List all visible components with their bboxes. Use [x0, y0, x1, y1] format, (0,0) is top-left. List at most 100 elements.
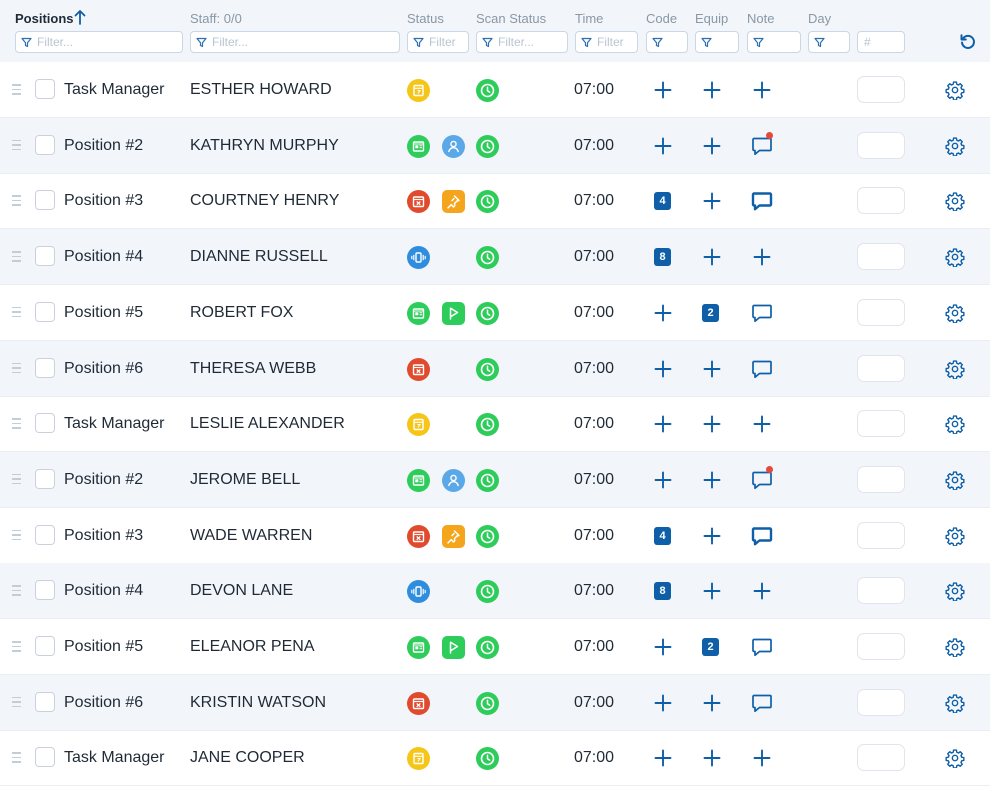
drag-handle-icon[interactable] [12, 84, 21, 95]
number-input[interactable] [857, 131, 905, 159]
row-checkbox[interactable] [35, 524, 55, 545]
equip-filter-input[interactable] [695, 31, 739, 53]
row-checkbox[interactable] [35, 580, 55, 601]
number-filter-input[interactable]: # [857, 31, 905, 53]
add-code-icon[interactable] [654, 749, 672, 767]
row-checkbox[interactable] [35, 691, 55, 712]
add-code-icon[interactable] [654, 471, 672, 489]
row-checkbox[interactable] [35, 301, 55, 322]
drag-handle-icon[interactable] [12, 306, 21, 318]
number-input[interactable] [857, 76, 905, 103]
row-checkbox[interactable] [35, 357, 55, 378]
number-input[interactable] [857, 410, 905, 438]
add-equip-icon[interactable] [703, 81, 721, 99]
add-equip-icon[interactable] [703, 749, 721, 767]
settings-gear-icon[interactable] [945, 748, 965, 769]
drag-handle-icon[interactable] [12, 641, 21, 652]
drag-handle-icon[interactable] [12, 752, 21, 763]
sort-ascending-icon[interactable] [74, 9, 86, 25]
settings-gear-icon[interactable] [945, 637, 965, 657]
settings-gear-icon[interactable] [945, 470, 965, 490]
add-equip-icon[interactable] [703, 192, 721, 210]
row-checkbox[interactable] [35, 636, 55, 656]
time-filter-input[interactable]: Filter [575, 31, 638, 53]
settings-gear-icon[interactable] [945, 359, 965, 379]
add-code-icon[interactable] [654, 638, 672, 656]
note-icon[interactable] [751, 637, 773, 657]
add-note-icon[interactable] [753, 81, 771, 99]
number-input[interactable] [857, 521, 905, 549]
add-note-icon[interactable] [753, 749, 771, 767]
number-input[interactable] [857, 465, 905, 493]
scan-status-filter-input[interactable]: Filter... [476, 31, 568, 53]
row-checkbox[interactable] [35, 468, 55, 489]
settings-gear-icon[interactable] [945, 136, 965, 156]
add-equip-icon[interactable] [703, 360, 721, 378]
code-badge[interactable]: 4 [654, 192, 671, 211]
header-code[interactable]: Code [646, 11, 678, 26]
row-checkbox[interactable] [35, 79, 55, 99]
row-checkbox[interactable] [35, 747, 55, 768]
row-checkbox[interactable] [35, 413, 55, 434]
add-equip-icon[interactable] [703, 471, 721, 489]
add-equip-icon[interactable] [703, 248, 721, 266]
number-input[interactable] [857, 688, 905, 716]
drag-handle-icon[interactable] [12, 251, 21, 262]
number-input[interactable] [857, 298, 905, 326]
add-code-icon[interactable] [654, 694, 672, 712]
note-filter-input[interactable] [747, 31, 801, 53]
drag-handle-icon[interactable] [12, 418, 21, 429]
code-filter-input[interactable] [646, 31, 688, 53]
header-time[interactable]: Time [575, 11, 604, 26]
note-icon[interactable] [751, 359, 773, 379]
row-checkbox[interactable] [35, 134, 55, 155]
add-code-icon[interactable] [654, 360, 672, 378]
drag-handle-icon[interactable] [12, 585, 21, 596]
note-icon[interactable] [751, 136, 773, 156]
add-equip-icon[interactable] [703, 415, 721, 433]
note-icon[interactable] [751, 191, 773, 211]
drag-handle-icon[interactable] [12, 473, 21, 485]
add-note-icon[interactable] [753, 582, 771, 600]
note-icon[interactable] [751, 303, 773, 323]
add-code-icon[interactable] [654, 81, 672, 99]
header-staff[interactable]: Staff: 0/0 [190, 11, 242, 26]
add-equip-icon[interactable] [703, 694, 721, 712]
note-icon[interactable] [751, 526, 773, 546]
settings-gear-icon[interactable] [945, 414, 965, 435]
number-input[interactable] [857, 354, 905, 382]
number-input[interactable] [857, 187, 905, 215]
number-input[interactable] [857, 243, 905, 271]
settings-gear-icon[interactable] [945, 581, 965, 602]
row-checkbox[interactable] [35, 246, 55, 267]
header-equip[interactable]: Equip [695, 11, 729, 26]
add-equip-icon[interactable] [703, 137, 721, 155]
settings-gear-icon[interactable] [945, 247, 965, 268]
code-badge[interactable]: 8 [654, 248, 671, 267]
note-icon[interactable] [751, 470, 773, 490]
settings-gear-icon[interactable] [945, 693, 965, 713]
positions-filter-input[interactable]: Filter... [15, 31, 183, 53]
settings-gear-icon[interactable] [945, 303, 965, 323]
note-icon[interactable] [751, 693, 773, 713]
number-input[interactable] [857, 744, 905, 772]
add-code-icon[interactable] [654, 137, 672, 155]
drag-handle-icon[interactable] [12, 362, 21, 374]
equip-badge[interactable]: 2 [702, 638, 719, 656]
drag-handle-icon[interactable] [12, 195, 21, 206]
code-badge[interactable]: 8 [654, 582, 671, 601]
number-input[interactable] [857, 577, 905, 605]
settings-gear-icon[interactable] [945, 80, 965, 100]
reset-icon[interactable] [958, 32, 978, 52]
header-status[interactable]: Status [407, 11, 444, 26]
drag-handle-icon[interactable] [12, 696, 21, 708]
settings-gear-icon[interactable] [945, 191, 965, 212]
add-equip-icon[interactable] [703, 582, 721, 600]
staff-filter-input[interactable]: Filter... [190, 31, 400, 53]
add-note-icon[interactable] [753, 415, 771, 433]
header-positions[interactable]: Positions [15, 11, 74, 26]
add-equip-icon[interactable] [703, 527, 721, 545]
code-badge[interactable]: 4 [654, 526, 671, 545]
add-note-icon[interactable] [753, 248, 771, 266]
row-checkbox[interactable] [35, 190, 55, 211]
